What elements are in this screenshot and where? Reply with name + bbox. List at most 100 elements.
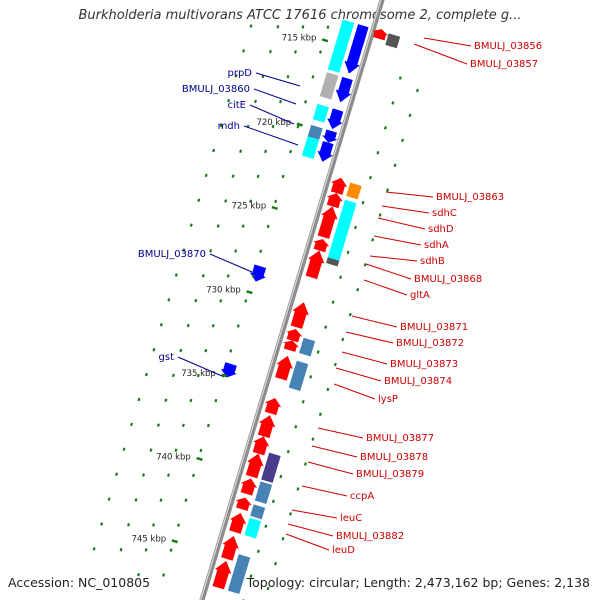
strand-marker <box>184 498 188 503</box>
strand-marker <box>194 298 198 303</box>
strand-marker <box>181 423 185 428</box>
strand-marker <box>279 474 283 479</box>
gene-arrow <box>326 193 343 209</box>
gene-label-reverse: BMULJ_03856 <box>474 41 542 52</box>
strand-marker <box>166 473 170 477</box>
gene-label-reverse: leuC <box>340 513 362 524</box>
gene-leader-line <box>365 263 412 280</box>
gene-leader-line <box>363 279 408 296</box>
strand-marker <box>378 213 382 217</box>
strand-marker <box>368 175 372 180</box>
strand-marker <box>279 99 283 104</box>
strand-marker <box>303 462 307 466</box>
strand-marker <box>341 337 345 342</box>
strand-marker <box>274 561 278 566</box>
scale-label: 745 kbp <box>131 535 166 545</box>
gene-leader-line <box>373 235 422 246</box>
gene-block <box>307 124 323 140</box>
gene-block <box>346 182 362 200</box>
gene-leader-line <box>333 383 376 400</box>
strand-marker <box>356 287 360 292</box>
strand-marker <box>196 373 200 378</box>
strand-marker <box>241 224 245 228</box>
strand-marker <box>236 324 240 328</box>
strand-marker <box>286 449 290 454</box>
strand-marker <box>326 387 330 392</box>
strand-marker <box>156 423 160 427</box>
strand-marker <box>249 199 253 203</box>
strand-marker <box>266 586 270 591</box>
strand-marker <box>174 273 178 277</box>
strand-marker <box>264 149 268 154</box>
gene-arrow <box>313 239 330 253</box>
strand-marker <box>416 88 419 93</box>
strand-marker <box>398 76 402 80</box>
gene-block <box>299 337 316 357</box>
gene-block <box>244 517 262 539</box>
strand-marker <box>311 75 315 79</box>
gene-label-forward: gst <box>159 352 175 363</box>
gene-label-forward: prpD <box>227 68 252 79</box>
strand-marker <box>301 400 305 404</box>
strand-marker <box>309 375 313 379</box>
scale-label: 730 kbp <box>206 286 241 296</box>
gene-leader-line <box>243 125 299 146</box>
gene-leader-line <box>307 461 354 475</box>
scale-tick <box>221 373 228 378</box>
gene-leader-line <box>413 43 468 65</box>
strand-marker <box>134 498 138 502</box>
gene-label-forward: BMULJ_03860 <box>182 84 250 95</box>
gene-label-reverse: BMULJ_03872 <box>396 338 464 349</box>
strand-marker <box>107 497 111 501</box>
gene-block <box>312 103 329 123</box>
strand-marker <box>122 447 126 452</box>
strand-marker <box>274 199 278 204</box>
gene-block <box>254 481 273 504</box>
gene-label-forward: BMULJ_03870 <box>138 249 206 260</box>
gene-leader-line <box>385 191 434 198</box>
gene-leader-line <box>301 485 348 497</box>
strand-marker <box>326 25 330 29</box>
gene-label-reverse: BMULJ_03879 <box>356 469 424 480</box>
gene-block <box>261 452 281 483</box>
strand-marker <box>256 549 260 553</box>
strand-marker <box>216 224 220 228</box>
gene-label-reverse: sdhA <box>424 240 449 251</box>
strand-marker <box>229 349 233 353</box>
gene-block <box>288 360 309 391</box>
gene-arrow <box>257 415 276 439</box>
strand-marker <box>293 50 297 54</box>
strand-marker <box>281 174 285 179</box>
gene-block <box>326 257 340 267</box>
strand-marker <box>137 573 141 577</box>
strand-marker <box>331 300 335 304</box>
strand-marker <box>259 249 263 253</box>
gene-label-reverse: BMULJ_03857 <box>470 59 538 70</box>
strand-marker <box>289 512 292 516</box>
gene-label-reverse: lysP <box>378 394 398 405</box>
strand-marker <box>92 547 96 551</box>
strand-marker <box>239 149 243 153</box>
strand-marker <box>234 249 238 253</box>
strand-marker <box>286 74 290 79</box>
strand-marker <box>137 397 141 402</box>
strand-marker <box>214 398 218 403</box>
strand-marker <box>201 274 205 278</box>
strand-marker <box>371 238 375 242</box>
gene-label-reverse: BMULJ_03882 <box>336 531 404 542</box>
strand-marker <box>115 472 119 476</box>
strand-marker <box>386 188 390 192</box>
strand-marker <box>316 350 320 354</box>
gene-arrow <box>305 250 325 280</box>
gene-block <box>327 19 355 73</box>
gene-leader-line <box>291 509 338 519</box>
accession-label: Accession: NC_010805 <box>8 575 151 590</box>
strand-marker <box>296 124 300 129</box>
strand-marker <box>391 101 395 105</box>
gene-leader-line <box>423 37 472 47</box>
scale-tick <box>296 122 303 127</box>
strand-marker <box>354 225 358 230</box>
strand-marker <box>318 50 322 54</box>
strand-marker <box>141 473 145 477</box>
strand-marker <box>251 274 255 278</box>
